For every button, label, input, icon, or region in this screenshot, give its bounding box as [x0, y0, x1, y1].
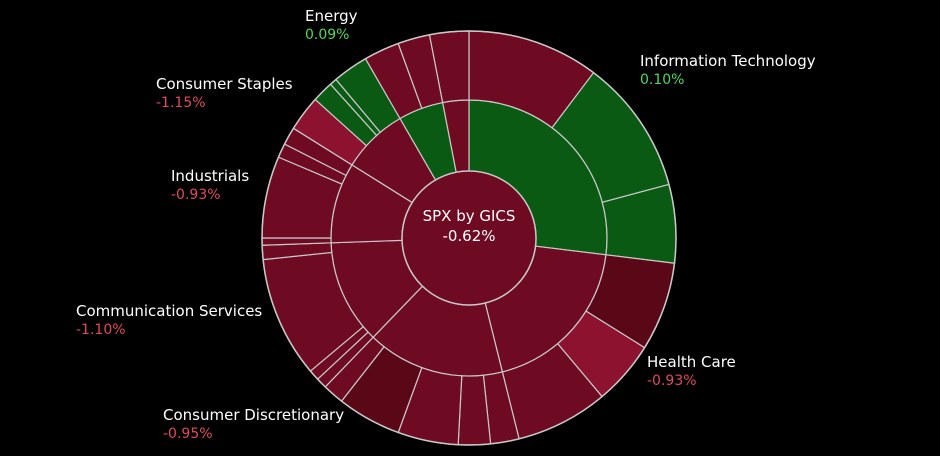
sector-change: 0.09%	[305, 27, 349, 43]
chart-total-change: -0.62%	[442, 227, 495, 245]
sector-change: -0.93%	[171, 187, 221, 203]
sector-label-consumer-staples[interactable]: Consumer Staples -1.15%	[156, 75, 293, 111]
sunburst-rings	[261, 30, 677, 446]
sector-change: -0.95%	[163, 426, 213, 442]
sector-label-consumer-discretionary[interactable]: Consumer Discretionary -0.95%	[163, 406, 344, 442]
center-disc[interactable]	[401, 170, 537, 306]
sector-name: Health Care	[647, 353, 736, 371]
sector-name: Energy	[305, 7, 358, 25]
chart-title: SPX by GICS	[423, 207, 516, 225]
sector-change: -1.15%	[156, 95, 206, 111]
sector-label-health-care[interactable]: Health Care -0.93%	[647, 353, 736, 389]
sector-change: -0.93%	[647, 373, 697, 389]
sector-name: Industrials	[171, 167, 249, 185]
sector-name: Information Technology	[640, 52, 816, 70]
sector-change: -1.10%	[76, 322, 126, 338]
outer-ring-border	[261, 30, 677, 446]
sector-label-information-technology[interactable]: Information Technology 0.10%	[640, 52, 816, 88]
sector-name: Communication Services	[76, 302, 262, 320]
sector-label-energy[interactable]: Energy 0.09%	[305, 7, 358, 43]
sector-name: Consumer Discretionary	[163, 406, 344, 424]
sector-label-communication-services[interactable]: Communication Services -1.10%	[76, 302, 262, 338]
sector-label-industrials[interactable]: Industrials -0.93%	[171, 167, 249, 203]
sector-change: 0.10%	[640, 72, 684, 88]
sector-name: Consumer Staples	[156, 75, 293, 93]
